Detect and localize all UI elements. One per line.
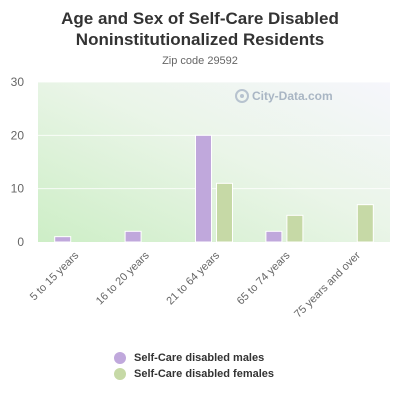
watermark: City-Data.com (235, 89, 333, 103)
bar-females (216, 182, 233, 243)
legend-swatch-males (114, 352, 126, 364)
legend-swatch-females (114, 368, 126, 380)
watermark-icon (235, 89, 249, 103)
y-tick-label: 20 (11, 128, 25, 142)
x-tick-label: 65 to 74 years (235, 249, 293, 307)
bar-males (124, 230, 142, 243)
bar-females (286, 214, 304, 243)
bar-males (195, 134, 212, 243)
x-tick-label: 75 years and over (292, 249, 363, 320)
plot-area (38, 82, 390, 242)
chart-title: Age and Sex of Self-Care Disabled Nonins… (61, 9, 339, 49)
legend-item-males: Self-Care disabled males (114, 350, 274, 366)
bar-males (54, 236, 72, 243)
y-tick-label: 30 (11, 75, 25, 89)
legend-label-females: Self-Care disabled females (134, 368, 275, 380)
legend-label-males: Self-Care disabled males (134, 352, 265, 364)
bar-males (265, 230, 283, 243)
legend: Self-Care disabled males Self-Care disab… (114, 350, 274, 382)
x-tick-label: 5 to 15 years (28, 249, 82, 303)
x-tick-label: 16 to 20 years (94, 249, 152, 307)
y-tick-label: 10 (11, 182, 25, 196)
y-tick-label: 0 (17, 235, 24, 249)
watermark-text: City-Data.com (252, 89, 333, 103)
x-tick-label: 21 to 64 years (164, 249, 222, 307)
legend-item-females: Self-Care disabled females (114, 366, 274, 382)
bar-females (356, 204, 374, 243)
chart-subtitle: Zip code 29592 (162, 55, 238, 67)
